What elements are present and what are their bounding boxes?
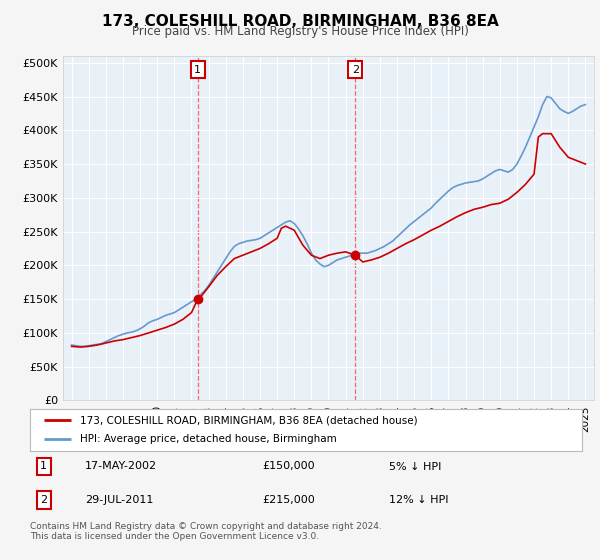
- Text: 5% ↓ HPI: 5% ↓ HPI: [389, 461, 441, 472]
- Text: 173, COLESHILL ROAD, BIRMINGHAM, B36 8EA: 173, COLESHILL ROAD, BIRMINGHAM, B36 8EA: [101, 14, 499, 29]
- Text: 29-JUL-2011: 29-JUL-2011: [85, 495, 154, 505]
- Text: 173, COLESHILL ROAD, BIRMINGHAM, B36 8EA (detached house): 173, COLESHILL ROAD, BIRMINGHAM, B36 8EA…: [80, 415, 418, 425]
- Text: 1: 1: [194, 64, 202, 74]
- Text: Contains HM Land Registry data © Crown copyright and database right 2024.
This d: Contains HM Land Registry data © Crown c…: [30, 522, 382, 542]
- Text: 12% ↓ HPI: 12% ↓ HPI: [389, 495, 448, 505]
- Text: 17-MAY-2002: 17-MAY-2002: [85, 461, 157, 472]
- Text: 2: 2: [40, 495, 47, 505]
- Text: Price paid vs. HM Land Registry's House Price Index (HPI): Price paid vs. HM Land Registry's House …: [131, 25, 469, 38]
- Text: £150,000: £150,000: [262, 461, 314, 472]
- Text: HPI: Average price, detached house, Birmingham: HPI: Average price, detached house, Birm…: [80, 435, 337, 445]
- Text: 2: 2: [352, 64, 359, 74]
- Text: 1: 1: [40, 461, 47, 472]
- Text: £215,000: £215,000: [262, 495, 314, 505]
